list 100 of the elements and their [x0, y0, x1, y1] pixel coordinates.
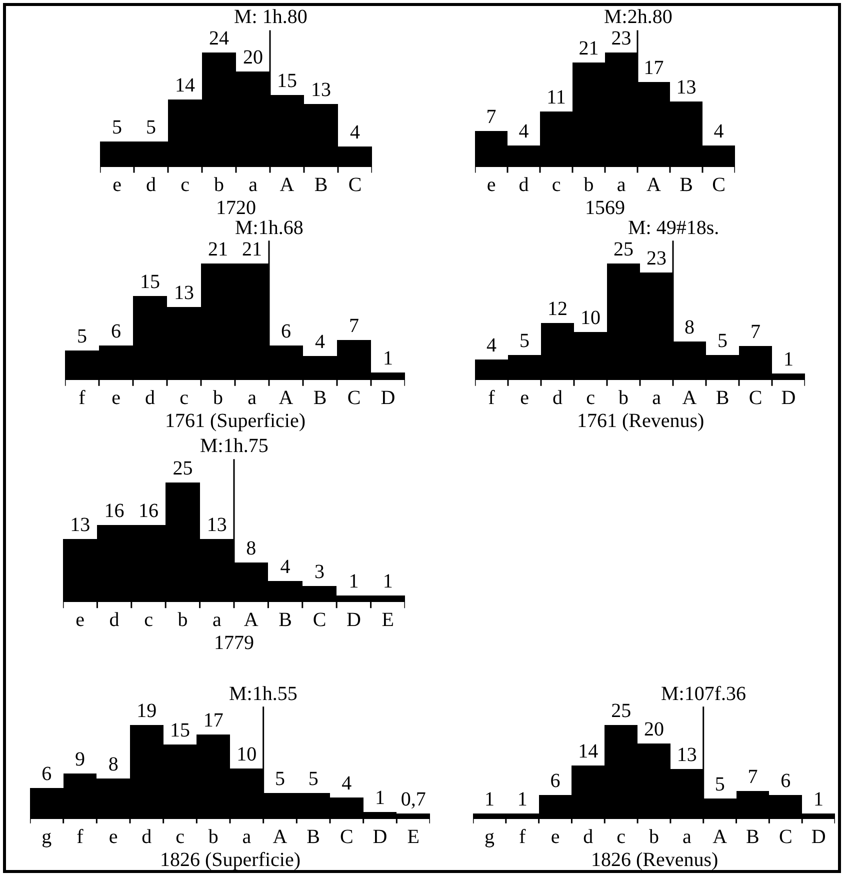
data-label: 9 [75, 748, 85, 770]
data-label: 25 [614, 238, 634, 261]
data-label: 5 [714, 774, 725, 796]
data-label: 7 [486, 106, 496, 128]
data-label: 7 [748, 766, 758, 788]
x-tick-label: B [716, 387, 730, 409]
data-label: 10 [580, 307, 600, 330]
x-tick-label: A [280, 174, 295, 196]
data-label: 8 [684, 316, 694, 338]
x-tick-label: c [176, 826, 185, 848]
data-label: 17 [203, 710, 224, 732]
x-tick-label: c [180, 174, 190, 196]
data-label: 5 [112, 116, 122, 139]
x-tick-label: A [682, 387, 698, 409]
data-label: 8 [246, 537, 256, 560]
data-label: 0,7 [400, 788, 426, 811]
x-tick-label: g [484, 826, 494, 848]
x-tick-label: d [583, 826, 594, 848]
x-tick-label: A [646, 174, 662, 196]
data-label: 4 [486, 334, 496, 357]
x-tick-label: B [278, 609, 292, 631]
x-tick-label: A [278, 387, 294, 409]
text: M:1h.75 [200, 435, 268, 457]
data-label: 14 [578, 740, 598, 762]
x-tick-label: a [682, 826, 692, 848]
data-label: 25 [172, 458, 193, 480]
x-tick-label: C [748, 387, 762, 409]
data-label: 20 [243, 46, 263, 68]
data-label: 13 [311, 79, 331, 102]
data-label: 13 [676, 76, 696, 99]
data-label: 14 [175, 74, 195, 96]
x-tick-label: C [347, 387, 361, 409]
data-label: 6 [281, 320, 291, 342]
text: 1761 (Superficie) [165, 410, 306, 432]
text: 1826 (Superficie) [160, 849, 301, 871]
x-tick-label: a [652, 387, 662, 409]
data-label: 6 [550, 770, 560, 792]
x-tick-label: a [616, 174, 626, 196]
data-label: 1 [375, 787, 385, 810]
data-label: 8 [108, 753, 118, 776]
data-label: 5 [308, 768, 318, 790]
data-label: 6 [42, 762, 52, 785]
x-tick-label: C [778, 826, 792, 848]
x-tick-label: b [213, 387, 223, 409]
x-tick-label: b [208, 826, 218, 848]
data-label: 3 [314, 560, 324, 583]
data-label: 23 [646, 248, 666, 270]
x-tick-label: E [407, 826, 420, 848]
x-tick-label: A [244, 609, 259, 631]
data-label: 13 [206, 514, 227, 536]
data-label: 21 [208, 238, 228, 261]
text: 1826 (Revenus) [591, 849, 718, 871]
data-label: 20 [644, 718, 664, 740]
x-tick-label: C [348, 174, 362, 196]
x-tick-label: D [781, 387, 796, 409]
x-tick-label: b [214, 174, 224, 196]
x-tick-label: b [178, 609, 188, 631]
data-label: 7 [349, 314, 359, 337]
x-tick-label: f [78, 387, 86, 409]
x-tick-label: C [340, 826, 354, 848]
data-label: 24 [209, 28, 229, 50]
data-label: 1 [517, 788, 528, 810]
data-label: 4 [280, 556, 290, 578]
x-tick-label: C [312, 609, 326, 631]
data-label: 1 [348, 570, 359, 592]
data-label: 5 [275, 768, 285, 790]
x-tick-label: D [380, 387, 396, 409]
x-tick-label: d [145, 387, 155, 409]
data-label: 13 [174, 282, 194, 304]
x-tick-label: f [488, 387, 496, 409]
data-label: 21 [578, 37, 599, 60]
x-tick-label: B [746, 826, 760, 848]
data-label: 6 [780, 770, 791, 792]
data-label: 16 [104, 500, 124, 522]
data-label: 15 [140, 271, 160, 294]
text: M:1h.55 [229, 683, 298, 705]
x-tick-label: E [382, 609, 394, 631]
x-tick-label: d [146, 174, 156, 196]
x-tick-label: b [618, 387, 628, 409]
data-label: 15 [170, 719, 190, 742]
data-label: 5 [146, 116, 156, 139]
text: M:2h.80 [604, 6, 672, 28]
x-tick-label: c [616, 826, 626, 848]
x-tick-label: c [552, 174, 561, 196]
data-label: 5 [77, 326, 87, 348]
data-label: 23 [611, 28, 632, 50]
text: 1569 [585, 197, 625, 219]
x-tick-label: B [680, 174, 693, 196]
x-tick-label: a [242, 826, 252, 848]
data-label: 12 [548, 298, 568, 320]
data-label: 13 [70, 514, 90, 536]
data-label: 5 [520, 330, 530, 352]
x-tick-label: f [519, 826, 526, 848]
data-label: 1 [382, 570, 393, 592]
x-tick-label: d [552, 387, 562, 409]
x-tick-label: d [109, 609, 120, 631]
x-tick-label: g [42, 826, 52, 848]
data-label: 4 [350, 121, 360, 144]
x-tick-label: d [518, 174, 529, 196]
x-tick-label: e [550, 826, 560, 848]
